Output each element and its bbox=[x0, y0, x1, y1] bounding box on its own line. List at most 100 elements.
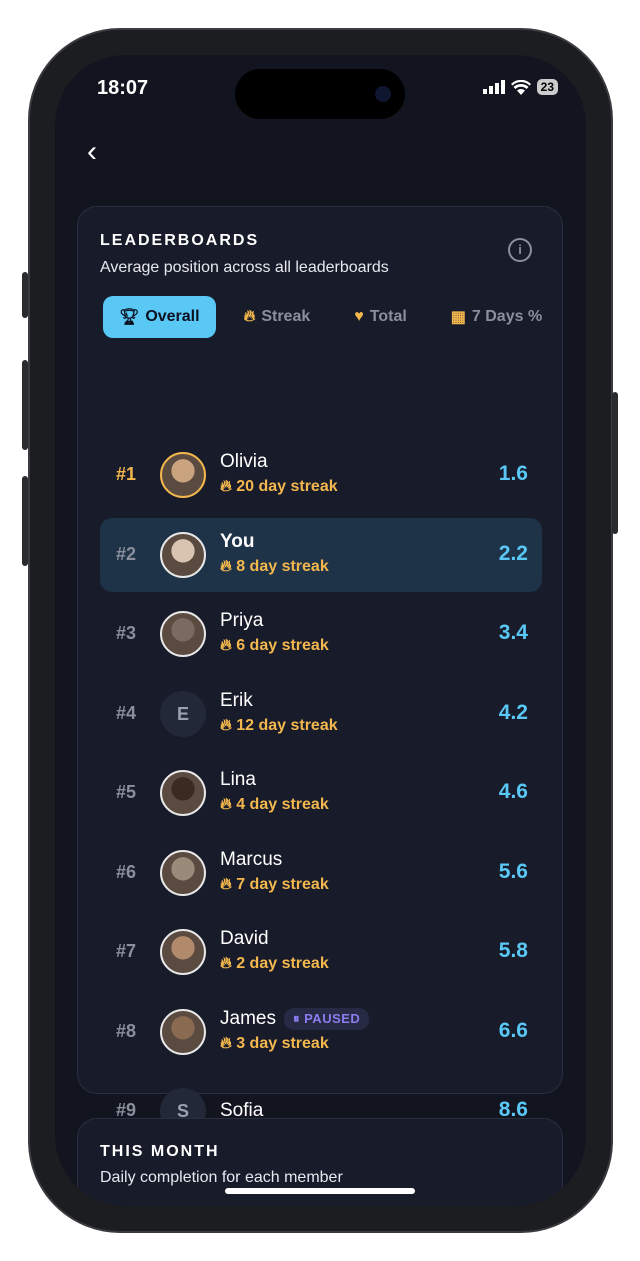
flame-icon: 🔥︎ bbox=[220, 796, 232, 813]
avatar bbox=[160, 531, 206, 578]
avatar bbox=[160, 452, 206, 498]
score: 4.6 bbox=[498, 780, 528, 803]
camera-icon bbox=[375, 86, 391, 102]
score: 6.6 bbox=[498, 1018, 528, 1042]
tab-streak[interactable]: 🔥︎ Streak bbox=[228, 296, 327, 338]
name-text: Erik bbox=[220, 689, 253, 711]
name-text: Priya bbox=[220, 610, 264, 631]
score: 4.2 bbox=[498, 700, 528, 724]
flame-icon: 🔥︎ bbox=[243, 308, 256, 325]
avatar: E bbox=[160, 690, 206, 737]
volume-up-button bbox=[22, 360, 28, 450]
streak-text: 7 day streak bbox=[236, 875, 329, 893]
member-name: Erik bbox=[220, 690, 253, 712]
info-icon[interactable]: i bbox=[508, 238, 532, 262]
avatar bbox=[160, 849, 206, 896]
rank: #1 bbox=[116, 464, 137, 484]
streak-text: 3 day streak bbox=[236, 1034, 329, 1052]
back-button[interactable]: ‹ bbox=[87, 135, 97, 168]
paused-badge: ⏸︎ PAUSED bbox=[283, 1007, 370, 1030]
battery-icon: 23 bbox=[536, 79, 558, 95]
name-text: You bbox=[220, 530, 255, 552]
streak-text: 6 day streak bbox=[236, 637, 329, 654]
tab-label: Overall bbox=[145, 308, 200, 325]
streak-text: 8 day streak bbox=[236, 557, 329, 575]
leaderboards-card: LEADERBOARDS Average position across all… bbox=[77, 206, 563, 1134]
streak-text: 4 day streak bbox=[236, 796, 329, 813]
rank: #9 bbox=[116, 1100, 137, 1120]
flame-icon: 🔥︎ bbox=[220, 478, 232, 495]
name-text: Lina bbox=[220, 769, 256, 790]
member-name: Priya bbox=[220, 610, 263, 632]
action-button bbox=[22, 272, 28, 318]
section-subtitle: Daily completion for each member bbox=[100, 1169, 343, 1186]
score: 1.6 bbox=[498, 462, 528, 485]
flame-icon: 🔥︎ bbox=[220, 637, 232, 654]
rank: #4 bbox=[116, 702, 137, 723]
rank: #7 bbox=[116, 941, 137, 961]
leaderboard-row[interactable]: #3 Priya 🔥︎ 6 day streak 3.4 bbox=[100, 597, 542, 671]
name-text: David bbox=[220, 928, 269, 949]
section-title: THIS MONTH bbox=[100, 1143, 220, 1160]
member-name: James ⏸︎ PAUSED bbox=[220, 1007, 370, 1030]
rank: #3 bbox=[116, 623, 137, 643]
avatar bbox=[160, 1008, 206, 1055]
member-name: David bbox=[220, 928, 269, 950]
signal-icon bbox=[482, 80, 505, 94]
streak-text: 12 day streak bbox=[236, 716, 338, 734]
score: 3.4 bbox=[498, 621, 528, 644]
leaderboard-row[interactable]: #6 Marcus 🔥︎ 7 day streak 5.6 bbox=[100, 836, 542, 910]
home-indicator[interactable] bbox=[225, 1188, 415, 1194]
leaderboard-row[interactable]: #4 E Erik 🔥︎ 12 day streak 4.2 bbox=[100, 677, 542, 751]
tab-overall[interactable]: 🏆︎ Overall bbox=[103, 296, 216, 338]
streak: 🔥︎ 12 day streak bbox=[220, 717, 338, 735]
score: 8.6 bbox=[498, 1098, 528, 1121]
flame-icon: 🔥︎ bbox=[220, 875, 232, 893]
flame-icon: 🔥︎ bbox=[220, 955, 232, 972]
tab-label: 7 Days % bbox=[471, 308, 543, 325]
rank: #2 bbox=[116, 543, 137, 564]
tab-label: Total bbox=[369, 308, 407, 325]
leaderboard-row[interactable]: #5 Lina 🔥︎ 4 day streak 4.6 bbox=[100, 756, 542, 830]
score: 5.8 bbox=[498, 939, 528, 962]
flame-icon: 🔥︎ bbox=[220, 557, 232, 575]
streak: 🔥︎ 7 day streak bbox=[220, 876, 329, 894]
streak: 🔥︎ 3 day streak bbox=[220, 1035, 329, 1053]
power-button bbox=[612, 392, 618, 534]
tab-total[interactable]: ♥ Total bbox=[338, 296, 423, 338]
section-subtitle: Average position across all leaderboards bbox=[100, 259, 389, 276]
leaderboard-row[interactable]: #9 S Sofia 8.6 bbox=[100, 1074, 542, 1148]
section-title: LEADERBOARDS bbox=[100, 232, 260, 249]
tab-label: Streak bbox=[261, 308, 311, 325]
status-time: 18:07 bbox=[97, 77, 149, 99]
tab-7-days[interactable]: ▦ 7 Days % bbox=[435, 296, 543, 338]
wifi-icon bbox=[510, 79, 531, 95]
streak: 🔥︎ 20 day streak bbox=[220, 478, 338, 496]
member-name: Sofia bbox=[220, 1100, 263, 1122]
streak: 🔥︎ 8 day streak bbox=[220, 558, 329, 576]
leaderboard-row[interactable]: #1 Olivia 🔥︎ 20 day streak 1.6 bbox=[100, 438, 542, 512]
screen: 18:07 23 ‹ LEADERBOARDS Average position… bbox=[55, 55, 586, 1206]
leaderboard-row[interactable]: #8 James ⏸︎ PAUSED 🔥︎ 3 day streak 6.6 bbox=[100, 995, 542, 1069]
score: 5.6 bbox=[498, 859, 528, 883]
member-name: Olivia bbox=[220, 451, 268, 473]
dynamic-island bbox=[235, 69, 405, 119]
avatar bbox=[160, 770, 206, 816]
streak-text: 2 day streak bbox=[236, 955, 329, 972]
member-name: Marcus bbox=[220, 849, 282, 871]
rank: #8 bbox=[116, 1020, 137, 1041]
leaderboard-tabs: 🏆︎ Overall 🔥︎ Streak ♥ Total ▦ 7 Days % bbox=[103, 296, 543, 338]
leaderboard-row[interactable]: #2 You 🔥︎ 8 day streak 2.2 bbox=[100, 517, 542, 592]
leaderboard-row[interactable]: #7 David 🔥︎ 2 day streak 5.8 bbox=[100, 915, 542, 989]
streak: 🔥︎ 6 day streak bbox=[220, 637, 329, 655]
avatar bbox=[160, 929, 206, 975]
calendar-icon: ▦ bbox=[450, 309, 466, 326]
streak: 🔥︎ 4 day streak bbox=[220, 796, 329, 814]
flame-icon: 🔥︎ bbox=[220, 1034, 232, 1052]
rank: #5 bbox=[116, 782, 137, 802]
status-icons: 23 bbox=[482, 79, 558, 95]
name-text: James bbox=[220, 1007, 276, 1029]
avatar bbox=[160, 611, 206, 657]
rank: #6 bbox=[116, 861, 137, 882]
member-name: You bbox=[220, 531, 254, 553]
